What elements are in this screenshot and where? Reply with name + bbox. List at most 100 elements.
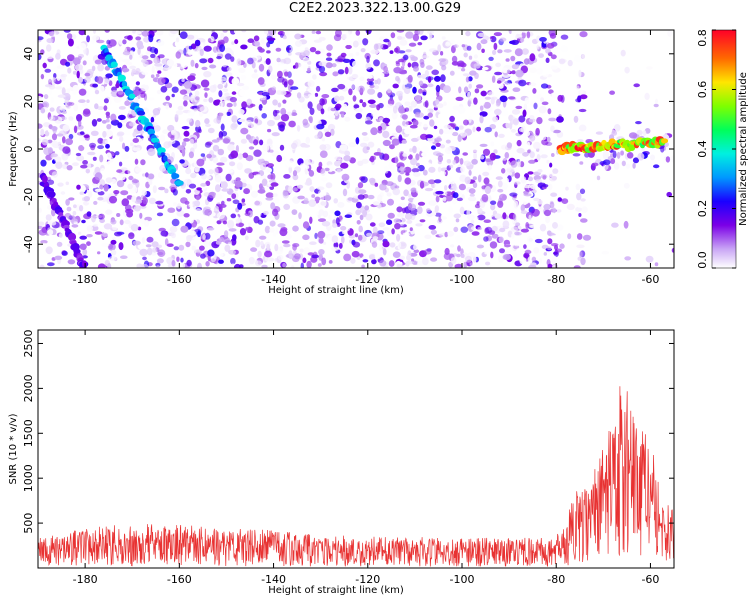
heatmap-cell xyxy=(199,245,205,251)
heatmap-cell xyxy=(401,120,409,127)
heatmap-cell xyxy=(122,68,130,73)
heatmap-cell xyxy=(533,235,541,239)
heatmap-cell xyxy=(541,138,549,146)
heatmap-cell xyxy=(546,159,550,164)
heatmap-cell xyxy=(286,47,292,51)
heatmap-cell xyxy=(127,168,131,175)
heatmap-cell xyxy=(580,218,588,223)
heatmap-cell xyxy=(52,229,57,235)
heatmap-cell xyxy=(223,36,229,44)
heatmap-cell xyxy=(267,119,275,127)
heatmap-cell xyxy=(471,231,480,236)
heatmap-cell xyxy=(187,110,195,117)
heatmap-feature-cell xyxy=(171,173,180,179)
heatmap-cell xyxy=(335,217,340,226)
heatmap-cell xyxy=(106,124,112,130)
heatmap-plot xyxy=(38,30,674,268)
heatmap-cell xyxy=(435,195,440,203)
heatmap-cell xyxy=(188,216,194,224)
heatmap-cell xyxy=(472,126,476,133)
heatmap-cell xyxy=(47,139,53,144)
heatmap-cell xyxy=(255,174,261,178)
heatmap-cell xyxy=(166,243,174,247)
heatmap-cell xyxy=(126,211,133,218)
heatmap-cell xyxy=(457,106,466,114)
heatmap-cell xyxy=(410,100,417,108)
heatmap-cell xyxy=(305,165,310,169)
heatmap-cell xyxy=(208,169,214,175)
heatmap-cell xyxy=(410,187,417,193)
heatmap-cell xyxy=(118,38,124,45)
heatmap-cell xyxy=(140,159,146,166)
heatmap-cell xyxy=(220,181,228,189)
heatmap-cell xyxy=(560,34,569,40)
heatmap-cell xyxy=(158,54,165,59)
heatmap-cell xyxy=(513,252,518,259)
heatmap-cell xyxy=(45,214,52,221)
heatmap-cell xyxy=(38,123,43,129)
heatmap-feature-cell xyxy=(128,93,136,99)
heatmap-cell xyxy=(421,109,430,114)
heatmap-cell xyxy=(252,30,259,36)
heatmap-cell xyxy=(242,152,249,159)
heatmap-cell xyxy=(244,168,252,174)
heatmap-cell xyxy=(194,166,200,173)
heatmap-cell xyxy=(491,178,496,182)
heatmap-cell xyxy=(531,256,537,262)
heatmap-cell xyxy=(207,38,212,43)
heatmap-cell xyxy=(469,262,473,266)
heatmap-cell xyxy=(399,39,408,46)
heatmap-cell xyxy=(157,70,162,74)
heatmap-cell xyxy=(344,116,351,122)
heatmap-cell xyxy=(474,88,480,94)
heatmap-cell xyxy=(524,97,530,105)
heatmap-cell xyxy=(420,35,428,41)
heatmap-cell xyxy=(515,69,524,78)
chart-title: C2E2.2023.322.13.00.G29 xyxy=(288,1,462,16)
heatmap-cell xyxy=(434,183,438,188)
heatmap-cell xyxy=(291,112,298,116)
heatmap-cell xyxy=(105,118,110,123)
heatmap-cell xyxy=(452,183,457,192)
heatmap-cell xyxy=(105,130,113,138)
heatmap-cell xyxy=(48,116,56,122)
heatmap-cell xyxy=(401,139,408,144)
snr-x-tick-label: -120 xyxy=(355,573,380,586)
heatmap-cell xyxy=(367,99,376,105)
heatmap-cell xyxy=(219,77,227,82)
heatmap-cell xyxy=(220,123,225,131)
heatmap-cell xyxy=(451,198,458,205)
heatmap-cell xyxy=(222,138,230,144)
heatmap-cell xyxy=(297,184,304,189)
heatmap-cell xyxy=(120,255,128,259)
heatmap-cell xyxy=(437,166,442,173)
heatmap-cell xyxy=(112,226,118,231)
heatmap-cell xyxy=(272,208,279,217)
heatmap-cell xyxy=(382,240,390,248)
heatmap-cell xyxy=(150,74,155,79)
heatmap-cell xyxy=(503,49,512,53)
heatmap-cell xyxy=(620,49,626,57)
heatmap-cell xyxy=(145,65,151,72)
heatmap-cell xyxy=(579,94,588,100)
heatmap-cell xyxy=(216,162,225,166)
heatmap-cell xyxy=(319,150,328,158)
heatmap-cell xyxy=(514,172,521,179)
heatmap-cell xyxy=(446,159,452,164)
heatmap-cell xyxy=(38,221,45,226)
heatmap-cell xyxy=(98,213,105,220)
heatmap-cell xyxy=(166,59,175,67)
heatmap-cell xyxy=(463,261,468,268)
heatmap-cell xyxy=(277,70,283,79)
heatmap-cell xyxy=(450,126,454,135)
heatmap-cell xyxy=(152,185,157,194)
heatmap-cell xyxy=(105,209,113,215)
heatmap-cell xyxy=(171,232,176,239)
heatmap-cell xyxy=(506,69,511,74)
heatmap-cell xyxy=(232,70,238,79)
heatmap-cell xyxy=(70,76,77,83)
heatmap-cell xyxy=(116,180,125,188)
heatmap-cell xyxy=(419,58,425,65)
heatmap-cell xyxy=(259,186,265,194)
heatmap-cell xyxy=(425,65,433,70)
